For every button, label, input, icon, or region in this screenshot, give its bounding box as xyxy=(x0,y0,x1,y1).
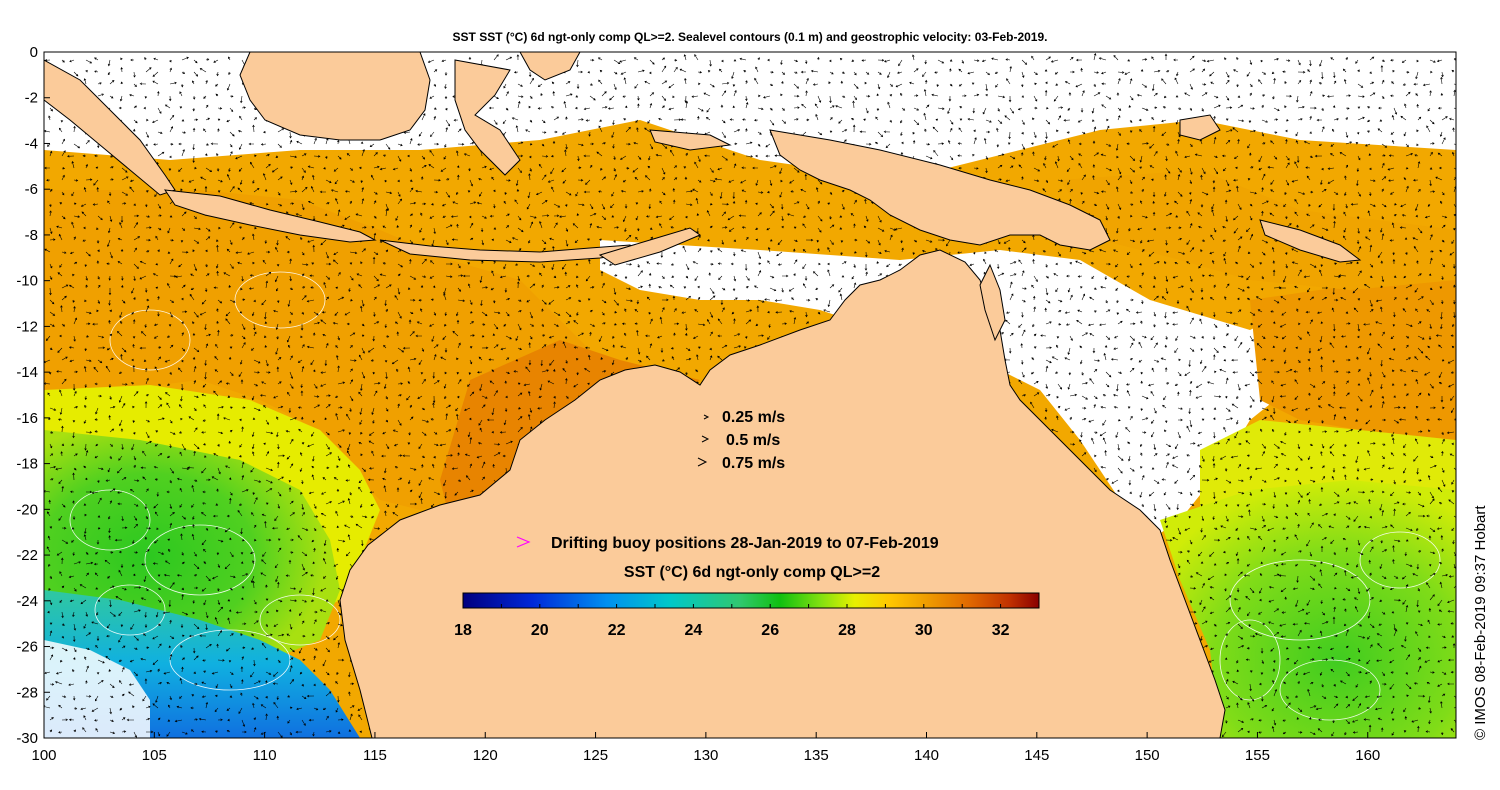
land-maluku xyxy=(519,52,581,81)
land-timor xyxy=(598,227,702,266)
y-axis-ticks xyxy=(44,51,50,739)
sealevel-contours xyxy=(69,271,1441,721)
land-java xyxy=(163,189,377,243)
x-axis-ticks xyxy=(43,732,1369,738)
legend-arrow-075 xyxy=(697,457,708,467)
legend-arrow-025 xyxy=(703,414,710,420)
sst-orange-east xyxy=(1250,270,1456,440)
plot-frame xyxy=(43,51,1457,739)
land-cape-york xyxy=(979,263,1006,342)
land-sulawesi xyxy=(454,59,521,176)
no-data-southwest xyxy=(44,640,150,738)
colorbar-ticks xyxy=(462,604,1040,608)
land-borneo xyxy=(239,52,431,141)
land-seram xyxy=(649,129,732,151)
map-plot-area xyxy=(44,52,1456,738)
credit-text: © IMOS 08-Feb-2019 09:37 Hobart xyxy=(1472,505,1489,740)
sst-green-east xyxy=(1160,480,1456,738)
land-new-guinea xyxy=(769,129,1111,251)
land-australia xyxy=(339,249,1226,738)
land xyxy=(44,52,1362,738)
colorbar-gradient xyxy=(462,592,1040,609)
buoy-marker-icon xyxy=(516,536,531,548)
land-new-britain xyxy=(1179,114,1221,141)
map-title: SST SST (°C) 6d ngt-only comp QL>=2. Sea… xyxy=(452,30,1048,44)
land-solomons xyxy=(1259,219,1362,263)
velocity-legend-arrows xyxy=(697,414,710,467)
legend-arrow-05 xyxy=(701,435,710,443)
